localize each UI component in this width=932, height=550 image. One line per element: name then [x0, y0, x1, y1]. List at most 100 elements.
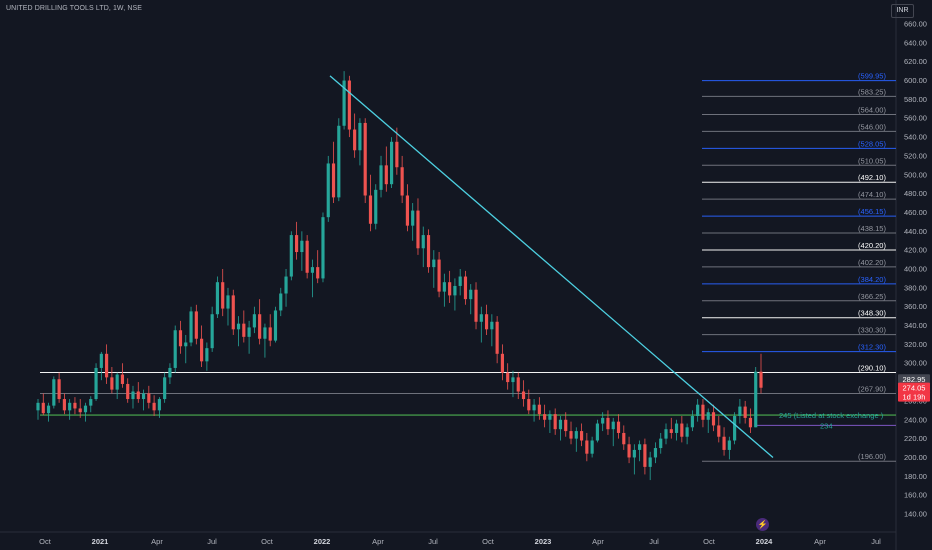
price-level-label: (312.30) [858, 343, 886, 352]
candle-body [374, 189, 378, 224]
candle-body [748, 417, 753, 428]
candle-body [178, 330, 183, 347]
y-tick-label: 420.00 [904, 246, 927, 255]
candle-body [674, 423, 679, 433]
candle-body [46, 405, 51, 414]
candle-body [448, 282, 452, 296]
y-tick-label: 640.00 [904, 38, 927, 47]
price-level-label: (474.10) [858, 190, 886, 199]
candle-body [543, 414, 547, 420]
candle-body [236, 323, 241, 330]
y-tick-label: 620.00 [904, 57, 927, 66]
candle-body [173, 330, 177, 368]
candle-body [363, 122, 367, 196]
candle-body [99, 353, 103, 368]
candle-body [342, 80, 346, 126]
y-tick-label: 160.00 [904, 491, 927, 500]
price-level-label: (583.25) [858, 87, 886, 96]
candle-body [579, 431, 584, 441]
y-tick-label: 320.00 [904, 340, 927, 349]
x-tick-label: 2021 [92, 537, 109, 546]
candle-body [432, 259, 436, 268]
y-tick-label: 200.00 [904, 453, 927, 462]
candle-body [537, 404, 541, 415]
candle-body [384, 165, 388, 185]
y-tick-label: 480.00 [904, 189, 927, 198]
candle-body [532, 404, 536, 411]
candle-body [73, 402, 77, 409]
candle-body [611, 421, 615, 430]
candle-body [416, 210, 420, 249]
candle-body [463, 276, 468, 300]
candle-body [479, 314, 483, 322]
candle-body [521, 391, 526, 400]
candle-body [289, 235, 293, 277]
candle-body [659, 438, 663, 449]
candle-body [68, 402, 72, 411]
candle-body [337, 125, 341, 198]
candle-body [569, 431, 573, 439]
candle-body [115, 374, 119, 390]
candle-body [564, 419, 568, 432]
candle-body [52, 379, 56, 406]
chart-title: UNITED DRILLING TOOLS LTD, 1W, NSE [6, 5, 143, 12]
x-tick-label: Apr [151, 537, 163, 546]
candle-body [685, 427, 689, 437]
candle-body [126, 383, 130, 400]
price-level-label: (510.05) [858, 156, 886, 165]
candle-body [316, 267, 320, 279]
low-line-label: 234 [820, 421, 833, 430]
lightning-icon[interactable]: ⚡ [756, 518, 769, 531]
candle-body [706, 412, 710, 420]
candle-body [141, 393, 146, 400]
price-badge-bg [898, 391, 930, 402]
candle-body [247, 327, 251, 337]
candle-body [110, 377, 114, 390]
candle-body [147, 393, 151, 403]
candle-body [284, 276, 288, 294]
candle-body [163, 377, 167, 400]
price-level-label: (267.90) [858, 384, 886, 393]
y-tick-label: 340.00 [904, 321, 927, 330]
candle-body [83, 405, 88, 413]
y-tick-label: 180.00 [904, 472, 927, 481]
price-level-label: (330.30) [858, 326, 886, 335]
candle-body [664, 429, 668, 439]
candle-body [62, 399, 66, 411]
price-level-label: (196.00) [858, 452, 886, 461]
candle-body [379, 165, 383, 190]
price-level-label: (492.10) [858, 173, 886, 182]
candle-body [421, 235, 425, 249]
candle-body [601, 417, 605, 424]
candle-body [722, 436, 726, 450]
candle-body [632, 449, 636, 458]
x-tick-label: Jul [428, 537, 438, 546]
candle-body [511, 377, 515, 383]
x-tick-label: Oct [703, 537, 716, 546]
y-tick-label: 240.00 [904, 415, 927, 424]
candle-body [701, 404, 705, 420]
candle-body [200, 338, 204, 362]
price-badge-bg [898, 382, 930, 393]
candle-body [258, 314, 262, 339]
candle-body [310, 267, 315, 273]
candle-body [648, 457, 652, 467]
currency-selector[interactable]: INR [891, 4, 914, 18]
candle-body [405, 195, 409, 226]
candle-body [426, 235, 431, 268]
candle-body [226, 295, 230, 309]
candle-body [638, 444, 642, 450]
candle-body [205, 348, 209, 362]
candle-body [368, 195, 373, 224]
price-level-label: (366.25) [858, 292, 886, 301]
price-level-label: (402.20) [858, 258, 886, 267]
candle-body [131, 391, 135, 400]
candle-body [627, 444, 631, 458]
x-tick-label: Apr [372, 537, 384, 546]
price-level-label: (599.95) [858, 72, 886, 81]
support-line-label: 245 (Listed at stock exchange ) [779, 411, 884, 420]
x-tick-label: Oct [39, 537, 52, 546]
candle-body [500, 353, 504, 373]
candle-body [527, 399, 531, 411]
